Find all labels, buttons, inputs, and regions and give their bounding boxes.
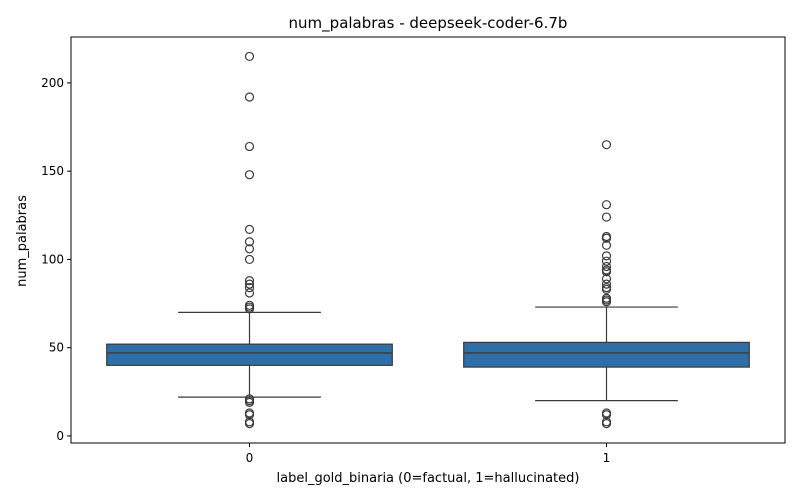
outlier-point <box>244 410 255 420</box>
outlier-point <box>601 256 612 266</box>
outlier-point <box>601 279 612 289</box>
outlier-point <box>244 170 255 180</box>
outlier-point <box>601 267 612 277</box>
outlier-point <box>244 51 255 62</box>
y-axis-label: num_palabras <box>15 195 30 287</box>
outlier-point <box>601 410 612 420</box>
outlier-point <box>244 237 255 247</box>
box-0 <box>106 343 393 366</box>
outlier-point <box>244 276 255 286</box>
outlier-point <box>601 233 612 243</box>
outlier-point <box>601 200 612 210</box>
outlier-point <box>601 140 612 150</box>
outlier-point <box>244 279 255 289</box>
outlier-point <box>244 244 255 254</box>
outlier-point <box>601 274 612 284</box>
y-tick-label: 200 <box>41 76 64 90</box>
outlier-point <box>244 92 255 102</box>
plot-area: 0 50 100 150 200 0 1 <box>41 36 786 465</box>
box-1 <box>463 341 750 368</box>
outlier-point <box>244 288 255 298</box>
outlier-point <box>244 397 255 407</box>
y-tick-label: 0 <box>56 429 64 443</box>
outlier-point <box>601 261 612 272</box>
x-tick-label: 0 <box>246 451 254 465</box>
y-tick-label: 50 <box>49 341 64 355</box>
outlier-point <box>244 224 255 235</box>
outlier-point <box>601 284 612 295</box>
plot-frame <box>70 36 786 444</box>
outlier-point <box>601 240 612 250</box>
outlier-point <box>244 418 255 429</box>
outlier-point <box>601 212 612 222</box>
outlier-point <box>601 297 612 307</box>
outlier-point <box>601 418 612 429</box>
x-tick-label: 1 <box>603 451 611 465</box>
outlier-point <box>601 251 612 261</box>
y-tick-label: 100 <box>41 252 64 266</box>
y-tick-label: 150 <box>41 164 64 178</box>
outlier-point <box>244 304 255 314</box>
outlier-point <box>244 254 255 265</box>
outlier-point <box>244 141 255 152</box>
x-axis-label: label_gold_binaria (0=factual, 1=halluci… <box>277 471 580 486</box>
outlier-point <box>244 283 255 293</box>
chart-title: num_palabras - deepseek-coder-6.7b <box>289 14 568 33</box>
